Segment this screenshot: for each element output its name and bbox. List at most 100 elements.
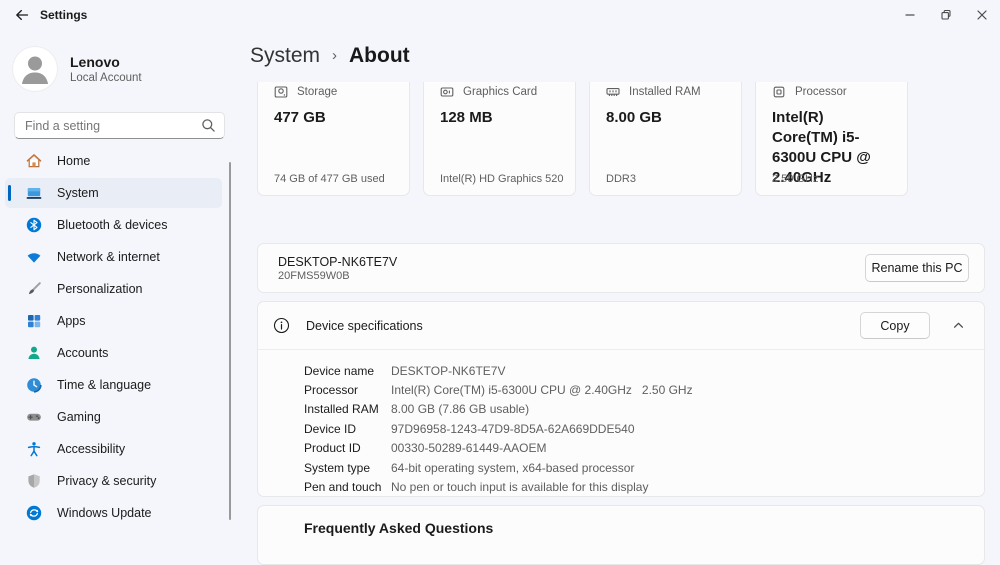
sidebar-item-apps[interactable]: Apps (5, 306, 222, 336)
restore-icon (940, 9, 952, 21)
graphics-card-card: Graphics Card 128 MB Intel(R) HD Graphic… (423, 82, 576, 196)
card-footer: DDR3 (606, 173, 636, 185)
system-icon (26, 185, 42, 201)
personalization-icon (26, 281, 42, 297)
device-specifications-header[interactable]: Device specifications Copy (257, 301, 985, 349)
card-label: Installed RAM (629, 86, 701, 98)
window-controls (892, 0, 1000, 30)
home-icon (26, 153, 42, 169)
sidebar-item-label: Accessibility (57, 442, 126, 456)
spec-label: Installed RAM (304, 402, 379, 417)
spec-value: DESKTOP-NK6TE7V (391, 363, 506, 378)
accessibility-icon (26, 441, 42, 457)
device-specifications-title: Device specifications (306, 318, 423, 333)
rename-pc-button[interactable]: Rename this PC (865, 254, 969, 282)
spec-row-device-name: Device name DESKTOP-NK6TE7V (304, 361, 984, 380)
sidebar-item-system[interactable]: System (5, 178, 222, 208)
time-language-icon (26, 377, 42, 393)
sidebar-item-time-language[interactable]: Time & language (5, 370, 222, 400)
restore-button[interactable] (928, 0, 964, 30)
storage-icon (274, 85, 288, 99)
bluetooth-icon (26, 217, 42, 233)
sidebar-item-network-internet[interactable]: Network & internet (5, 242, 222, 272)
sidebar-item-label: Windows Update (57, 506, 152, 520)
spec-value: 8.00 GB (7.86 GB usable) (391, 402, 530, 417)
processor-card: Processor Intel(R) Core(TM) i5-6300U CPU… (755, 82, 908, 196)
sidebar-item-label: System (57, 186, 99, 200)
sidebar-item-accounts[interactable]: Accounts (5, 338, 222, 368)
breadcrumb-separator: › (332, 47, 338, 64)
device-model: 20FMS59W0B (278, 269, 350, 282)
card-footer: 2.50 GHz (772, 173, 819, 185)
page-title: About (349, 44, 410, 67)
sidebar-item-personalization[interactable]: Personalization (5, 274, 222, 304)
spec-row-product-id: Product ID 00330-50289-61449-AAOEM (304, 439, 984, 458)
spec-label: Processor (304, 383, 359, 398)
apps-icon (26, 313, 42, 329)
spec-value: No pen or touch input is available for t… (391, 480, 649, 495)
search-icon (201, 118, 216, 133)
device-name-panel: DESKTOP-NK6TE7V 20FMS59W0B Rename this P… (257, 243, 985, 293)
faq-section[interactable]: Frequently Asked Questions (257, 505, 985, 565)
copy-button[interactable]: Copy (860, 312, 930, 339)
card-footer: 74 GB of 477 GB used (274, 173, 385, 185)
network-icon (26, 249, 42, 265)
breadcrumb: System › About (250, 44, 410, 68)
chevron-up-icon[interactable] (946, 314, 970, 338)
sidebar-item-bluetooth-devices[interactable]: Bluetooth & devices (5, 210, 222, 240)
minimize-icon (904, 9, 916, 21)
search-input[interactable] (25, 118, 201, 133)
sidebar-item-label: Privacy & security (57, 474, 157, 488)
sidebar-item-accessibility[interactable]: Accessibility (5, 434, 222, 464)
spec-value: 64-bit operating system, x64-based proce… (391, 460, 635, 475)
spec-value: Intel(R) Core(TM) i5-6300U CPU @ 2.40GHz… (391, 383, 693, 398)
windows-update-icon (26, 505, 42, 521)
search-box[interactable] (14, 112, 225, 139)
sidebar-item-label: Personalization (57, 282, 143, 296)
sidebar-item-label: Bluetooth & devices (57, 218, 168, 232)
sidebar-scrollbar[interactable] (229, 162, 231, 520)
processor-icon (772, 85, 786, 99)
privacy-icon (26, 473, 42, 489)
spec-label: Pen and touch (304, 480, 382, 495)
card-value: Intel(R) Core(TM) i5-6300U CPU @ 2.40GHz (772, 109, 871, 186)
profile-button[interactable]: Lenovo Local Account (12, 46, 142, 92)
window-title: Settings (40, 8, 88, 22)
titlebar: Settings (0, 0, 1000, 30)
spec-row-installed-ram: Installed RAM 8.00 GB (7.86 GB usable) (304, 400, 984, 419)
sidebar-item-gaming[interactable]: Gaming (5, 402, 222, 432)
spec-row-system-type: System type 64-bit operating system, x64… (304, 458, 984, 477)
info-icon (273, 317, 290, 334)
sidebar-item-windows-update[interactable]: Windows Update (5, 498, 222, 528)
avatar (12, 46, 58, 92)
breadcrumb-system[interactable]: System (250, 44, 321, 67)
device-name: DESKTOP-NK6TE7V (278, 254, 398, 269)
card-label: Graphics Card (463, 86, 538, 98)
card-footer: Intel(R) HD Graphics 520 (440, 173, 564, 185)
back-button[interactable] (6, 3, 38, 27)
sidebar-item-label: Time & language (57, 378, 152, 392)
device-names: DESKTOP-NK6TE7V 20FMS59W0B (278, 254, 865, 283)
close-icon (976, 9, 988, 21)
card-label: Processor (795, 86, 847, 98)
sidebar-item-label: Gaming (57, 410, 101, 424)
gaming-icon (26, 409, 42, 425)
device-specifications-body: Device name DESKTOP-NK6TE7V Processor In… (257, 349, 985, 497)
spec-label: System type (304, 460, 371, 475)
close-button[interactable] (964, 0, 1000, 30)
spec-row-pen-and-touch: Pen and touch No pen or touch input is a… (304, 477, 984, 496)
sidebar-item-label: Home (57, 154, 91, 168)
sidebar-item-home[interactable]: Home (5, 146, 222, 176)
sidebar-item-privacy-security[interactable]: Privacy & security (5, 466, 222, 496)
storage-card: Storage 477 GB 74 GB of 477 GB used (257, 82, 410, 196)
card-value: 128 MB (440, 109, 493, 126)
sidebar-nav: Home System Bluetooth & devices (5, 146, 222, 530)
card-value: 8.00 GB (606, 109, 662, 126)
spec-value: 97D96958-1243-47D9-8D5A-62A669DDE540 (391, 421, 635, 436)
summary-cards: Storage 477 GB 74 GB of 477 GB used Grap… (257, 82, 985, 196)
card-label: Storage (297, 86, 338, 98)
ram-icon (606, 85, 620, 99)
spec-label: Product ID (304, 441, 361, 456)
minimize-button[interactable] (892, 0, 928, 30)
